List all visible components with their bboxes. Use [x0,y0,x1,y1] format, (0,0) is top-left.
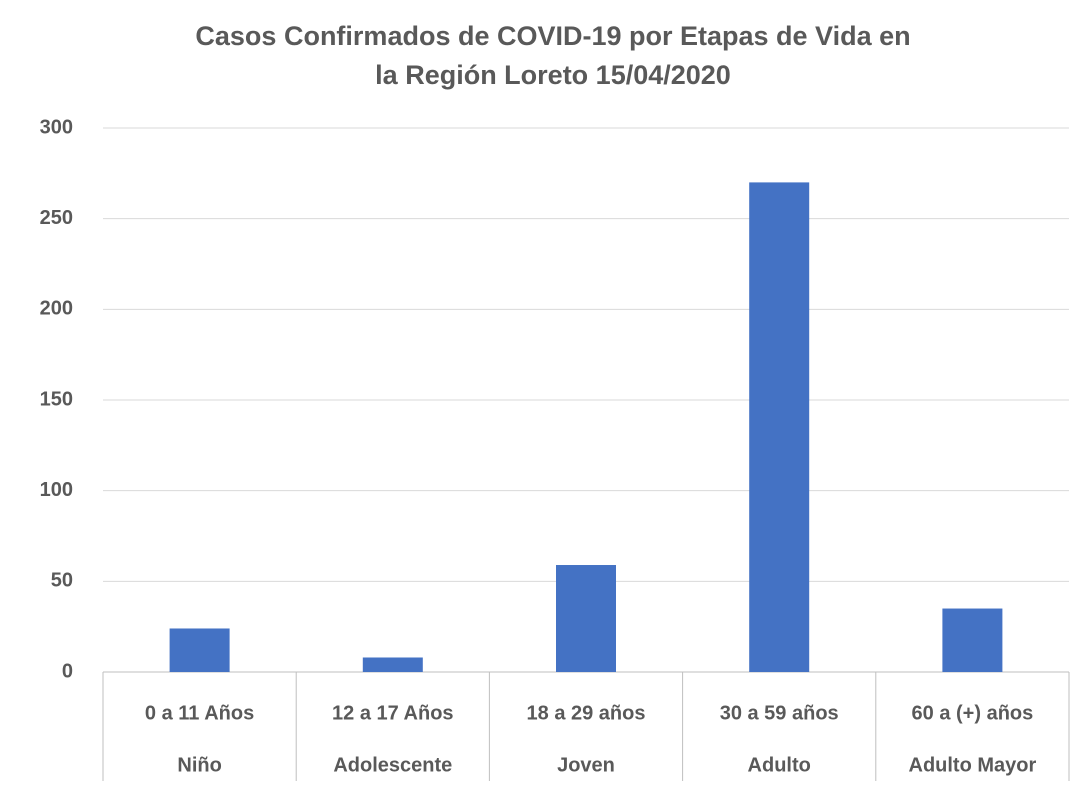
x-tick-label: 18 a 29 años [527,702,646,724]
y-tick-label: 300 [40,116,73,138]
chart-title: Casos Confirmados de COVID-19 por Etapas… [195,21,910,51]
x-tick-label: 12 a 17 Años [332,702,454,724]
x-group-label: Joven [557,754,615,776]
x-tick-label: 60 a (+) años [912,702,1034,724]
y-tick-label: 250 [40,207,73,229]
y-tick-label: 50 [51,570,73,592]
x-group-label: Adulto Mayor [909,754,1037,776]
bar [749,182,810,672]
x-group-label: Adolescente [333,754,452,776]
x-group-label: Niño [177,754,221,776]
x-group-label: Adulto [748,754,811,776]
bar [362,657,423,672]
y-tick-label: 150 [40,388,73,410]
x-tick-label: 30 a 59 años [720,702,839,724]
y-tick-label: 100 [40,479,73,501]
y-tick-label: 200 [40,298,73,320]
chart-title: la Región Loreto 15/04/2020 [375,60,731,90]
x-tick-label: 0 a 11 Años [145,702,254,724]
y-tick-label: 0 [62,660,73,682]
bar [942,608,1003,672]
bar [169,628,230,672]
bar [556,565,616,672]
